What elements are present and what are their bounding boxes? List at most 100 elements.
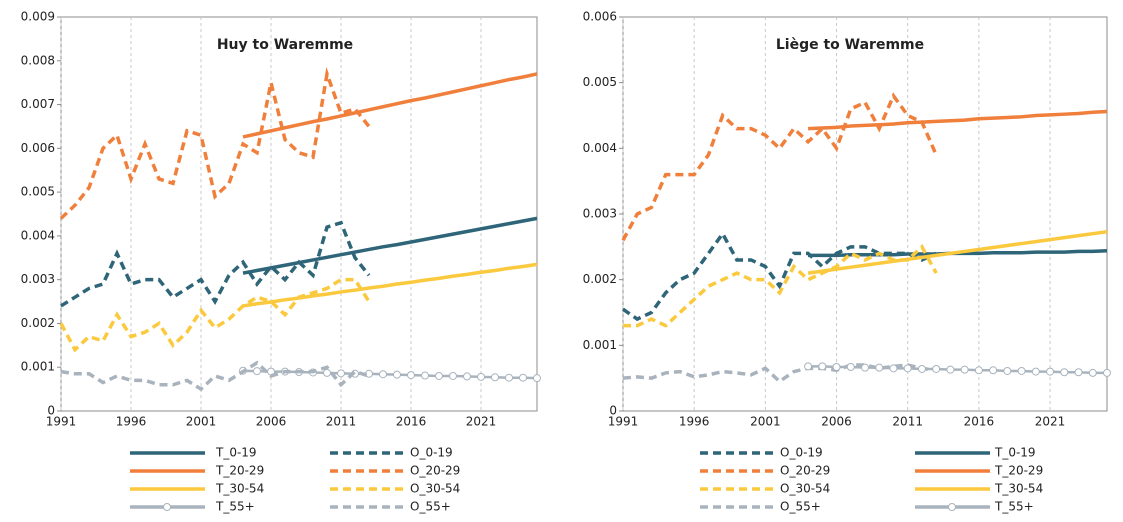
point-marker bbox=[832, 363, 841, 372]
y-tick-label: 0.008 bbox=[21, 53, 55, 67]
series-line bbox=[59, 66, 371, 220]
series-line bbox=[242, 72, 538, 139]
series-line bbox=[60, 360, 370, 392]
point-marker bbox=[533, 374, 541, 383]
y-tick-label: 0.002 bbox=[21, 316, 55, 330]
point-marker bbox=[463, 372, 471, 381]
point-marker bbox=[393, 370, 401, 379]
point-marker bbox=[861, 363, 869, 372]
y-tick-label: 0.004 bbox=[21, 228, 55, 242]
y-tick-label: 0.001 bbox=[583, 338, 617, 352]
y-tick-label: 0.004 bbox=[583, 141, 617, 155]
y-tick-label: 0.003 bbox=[21, 272, 55, 286]
legend-label: T_20-29 bbox=[994, 464, 1043, 478]
series-line bbox=[59, 277, 371, 353]
point-marker bbox=[1017, 366, 1026, 375]
legend-marker bbox=[163, 503, 171, 511]
y-tick-label: 0.006 bbox=[583, 10, 617, 24]
point-marker bbox=[889, 364, 898, 373]
point-marker bbox=[1103, 368, 1111, 377]
point-marker bbox=[946, 365, 955, 374]
point-marker bbox=[804, 362, 813, 371]
point-marker bbox=[1088, 368, 1097, 377]
y-tick-label: 0.005 bbox=[21, 185, 55, 199]
series-line bbox=[242, 262, 538, 308]
legend-label: O_30-54 bbox=[780, 482, 830, 496]
point-marker bbox=[407, 371, 415, 380]
legend-label: T_0-19 bbox=[994, 446, 1036, 460]
point-marker bbox=[818, 362, 827, 371]
x-tick-label: 1996 bbox=[679, 415, 710, 429]
y-tick-label: 0.005 bbox=[583, 75, 617, 89]
x-tick-label: 2011 bbox=[892, 415, 923, 429]
series-line bbox=[808, 365, 1107, 375]
point-marker bbox=[903, 364, 912, 373]
x-tick-label: 1996 bbox=[116, 415, 147, 429]
point-marker bbox=[875, 363, 884, 372]
point-marker bbox=[253, 367, 261, 376]
y-tick-label: 0.002 bbox=[583, 272, 617, 286]
x-tick-label: 2001 bbox=[750, 415, 781, 429]
point-marker bbox=[932, 364, 941, 373]
legend-label: O_0-19 bbox=[780, 446, 823, 460]
legend-label: O_30-54 bbox=[410, 482, 460, 496]
x-tick-label: 2001 bbox=[186, 415, 217, 429]
point-marker bbox=[1074, 368, 1083, 377]
series-line bbox=[60, 220, 371, 308]
chart-title: Huy to Waremme bbox=[217, 37, 353, 53]
y-tick-label: 0.001 bbox=[21, 360, 55, 374]
series-line bbox=[621, 92, 938, 242]
x-tick-label: 2016 bbox=[396, 415, 427, 429]
legend-label: T_55+ bbox=[215, 500, 255, 514]
y-tick-label: 0 bbox=[609, 404, 617, 418]
series-line bbox=[623, 244, 938, 328]
point-marker bbox=[1046, 367, 1055, 376]
point-marker bbox=[505, 373, 513, 382]
legend-marker bbox=[948, 503, 956, 511]
y-tick-label: 0.003 bbox=[583, 207, 617, 221]
point-marker bbox=[435, 371, 443, 380]
x-tick-label: 1991 bbox=[608, 415, 639, 429]
point-marker bbox=[421, 371, 429, 380]
x-tick-label: 1991 bbox=[46, 415, 77, 429]
y-tick-label: 0 bbox=[47, 404, 55, 418]
series-line bbox=[242, 216, 538, 275]
legend-label: O_20-29 bbox=[410, 464, 460, 478]
legend-label: O_20-29 bbox=[780, 464, 830, 478]
point-marker bbox=[917, 364, 926, 373]
y-tick-label: 0.006 bbox=[21, 141, 55, 155]
point-marker bbox=[519, 373, 527, 382]
series-line bbox=[622, 230, 937, 322]
x-tick-label: 2006 bbox=[821, 415, 852, 429]
chart-title: Liège to Waremme bbox=[776, 37, 924, 53]
legend-label: O_55+ bbox=[410, 500, 451, 514]
legend-label: T_30-54 bbox=[994, 482, 1043, 496]
legend-label: O_55+ bbox=[780, 500, 821, 514]
point-marker bbox=[989, 366, 998, 375]
point-marker bbox=[960, 365, 969, 374]
legend-label: T_30-54 bbox=[215, 482, 264, 496]
point-marker bbox=[1060, 368, 1069, 377]
point-marker bbox=[491, 373, 499, 382]
series-line bbox=[807, 229, 1108, 275]
point-marker bbox=[477, 372, 485, 381]
point-marker bbox=[846, 363, 855, 372]
legend-label: T_55+ bbox=[994, 500, 1034, 514]
point-marker bbox=[323, 368, 331, 377]
x-tick-label: 2016 bbox=[964, 415, 995, 429]
y-tick-label: 0.009 bbox=[21, 10, 55, 24]
point-marker bbox=[449, 371, 457, 380]
x-tick-label: 2021 bbox=[466, 415, 497, 429]
point-marker bbox=[974, 366, 983, 375]
x-tick-label: 2011 bbox=[326, 415, 357, 429]
point-marker bbox=[379, 370, 387, 379]
point-marker bbox=[337, 369, 345, 378]
legend-label: O_0-19 bbox=[410, 446, 453, 460]
plot-area bbox=[622, 16, 1108, 412]
series-line bbox=[242, 369, 538, 380]
point-marker bbox=[1003, 366, 1012, 375]
plot-area bbox=[60, 16, 538, 412]
legend-label: T_20-29 bbox=[215, 464, 264, 478]
series-line bbox=[807, 109, 1108, 131]
